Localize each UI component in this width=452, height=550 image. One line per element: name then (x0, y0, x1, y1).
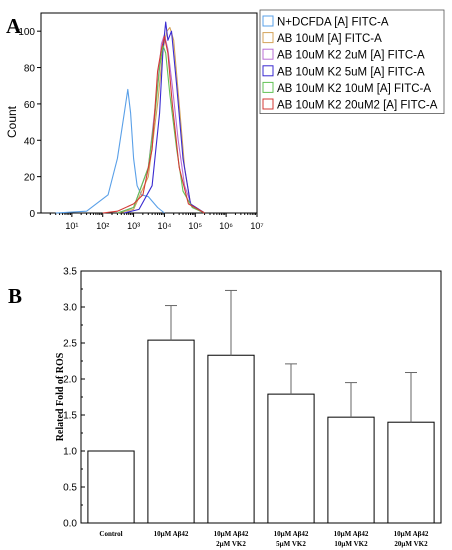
legend-entry-2: AB 10uM [A] FITC-A (277, 33, 382, 45)
panel-a: A Count 0 20 40 60 80 100 10¹ 10² 10³ 10⁴ 10⁵ 10⁶ 10… (5, 9, 445, 231)
bar-3 (207, 354, 255, 524)
flow-histogram: 0 20 40 60 80 100 10¹ 10² 10³ 10⁴ 10⁵ 10⁶ 10⁷ (18, 12, 264, 231)
bar-category-label-5: 10μM Aβ42 (334, 530, 369, 538)
bar-y-axis-label: Related Fold of ROS (55, 352, 66, 441)
legend-entry-5: AB 10uM K2 10uM [A] FITC-A (277, 83, 431, 95)
bar-6 (387, 421, 435, 524)
bar-4 (267, 393, 315, 524)
bar-category-label-3: 10μM Aβ42 (214, 530, 249, 538)
hist-series-line-1 (55, 88, 165, 214)
bar-y-tick-label: 3.0 (63, 303, 77, 314)
panel-b-label: B (8, 284, 22, 308)
hist-y-tick-label: 0 (29, 209, 35, 220)
hist-series-line-4 (124, 21, 205, 214)
bar-category-label-5: 10μM VK2 (334, 540, 368, 548)
panel-a-label: A (6, 14, 22, 38)
hist-x-tick-label: 10² (96, 221, 109, 231)
bar-category-label-2: 10μM Aβ42 (154, 530, 189, 538)
hist-series-line-6 (102, 36, 205, 214)
bar-y-tick-label: 0.0 (63, 519, 77, 530)
legend-swatch-6 (262, 98, 274, 110)
legend-swatch-5 (262, 81, 274, 93)
bar-category-label-4: 10μM Aβ42 (274, 530, 309, 538)
hist-series-line-5 (117, 45, 205, 214)
hist-x-tick-label: 10³ (127, 221, 140, 231)
legend-swatch-1 (262, 15, 274, 27)
bar-category-label-3: 2μM VK2 (216, 540, 246, 548)
hist-y-axis-label: Count (5, 105, 19, 138)
bar-category-label-6: 20μM VK2 (394, 540, 428, 548)
bar-plot-frame (80, 270, 442, 524)
hist-x-tick-label: 10⁴ (157, 221, 171, 231)
hist-x-tick-label: 10⁷ (250, 221, 263, 231)
bar-y-tick-label: 2.5 (63, 339, 77, 350)
legend-entry-4: AB 10uM K2 5uM [A] FITC-A (277, 66, 425, 78)
hist-x-tick-label: 10¹ (65, 221, 78, 231)
histogram-legend: N+DCFDA [A] FITC-A AB 10uM [A] FITC-A AB 1… (259, 9, 445, 114)
bar-y-tick-label: 1.5 (63, 411, 77, 422)
bar-1 (87, 450, 135, 524)
panel-b: B Related Fold of ROS 0.0 0.5 1.0 1.5 2.0 2.5… (8, 267, 442, 548)
hist-y-tick-label: 20 (24, 173, 36, 184)
bar-category-label-4: 5μM VK2 (276, 540, 306, 548)
bar-category-label-6: 10μM Aβ42 (394, 530, 429, 538)
bar-2 (147, 339, 195, 524)
legend-swatch-3 (262, 48, 274, 60)
hist-y-tick-label: 40 (24, 136, 36, 147)
bar-category-label-1: Control (99, 530, 122, 538)
hist-y-tick-label: 60 (24, 100, 36, 111)
legend-box (259, 9, 445, 114)
legend-swatch-4 (262, 65, 274, 77)
bar-y-tick-label: 0.5 (63, 483, 77, 494)
hist-plot-frame (40, 12, 258, 214)
legend-entry-3: AB 10uM K2 2uM [A] FITC-A (277, 50, 425, 62)
bar-y-tick-label: 2.0 (63, 375, 77, 386)
legend-swatch-2 (262, 32, 274, 44)
legend-entry-1: N+DCFDA [A] FITC-A (277, 17, 389, 29)
bar-5 (327, 416, 375, 524)
hist-x-tick-label: 10⁶ (219, 221, 233, 231)
legend-entry-6: AB 10uM K2 20uM2 [A] FITC-A (277, 100, 438, 112)
bar-y-tick-label: 1.0 (63, 447, 77, 458)
hist-y-tick-label: 80 (24, 64, 36, 75)
bar-y-tick-label: 3.5 (63, 267, 77, 278)
hist-x-tick-label: 10⁵ (188, 221, 202, 231)
ros-bar-chart: 0.0 0.5 1.0 1.5 2.0 2.5 3.0 3.5 Control 10μM Aβ42… (63, 267, 442, 548)
hist-y-tick-label: 100 (18, 27, 35, 38)
